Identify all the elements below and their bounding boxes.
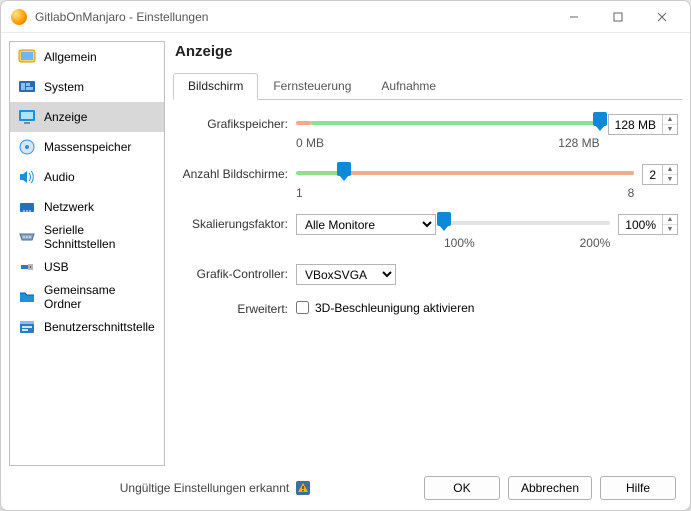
- ok-button[interactable]: OK: [424, 476, 500, 500]
- label-monitor-count: Anzahl Bildschirme:: [173, 164, 288, 181]
- spinner-icon[interactable]: ▲▼: [662, 165, 677, 184]
- sidebar-item-usb[interactable]: USB: [10, 252, 164, 282]
- serial-icon: [18, 228, 36, 246]
- close-button[interactable]: [640, 2, 684, 32]
- video-memory-spinbox[interactable]: 128 MB ▲▼: [608, 114, 678, 135]
- sidebar-item-label: Netzwerk: [44, 200, 94, 214]
- scale-factor-spinbox[interactable]: 100% ▲▼: [618, 214, 678, 235]
- spinner-icon[interactable]: ▲▼: [662, 115, 677, 134]
- scale-factor-value: 100%: [619, 215, 662, 234]
- system-icon: [18, 78, 36, 96]
- sidebar-item-label: Massenspeicher: [44, 140, 131, 154]
- network-icon: [18, 198, 36, 216]
- sidebar-item-label: Serielle Schnittstellen: [44, 223, 156, 251]
- sidebar-item-ui[interactable]: Benutzerschnittstelle: [10, 312, 164, 342]
- sidebar-item-label: System: [44, 80, 84, 94]
- monitor-select[interactable]: Alle Monitore: [296, 214, 436, 235]
- monitor-count-max-label: 8: [628, 186, 635, 200]
- ui-icon: [18, 318, 36, 336]
- display-icon: [18, 108, 36, 126]
- sidebar-item-label: Gemeinsame Ordner: [44, 283, 156, 311]
- audio-icon: [18, 168, 36, 186]
- row-video-memory: Grafikspeicher: 0 MB 128 MB: [173, 114, 678, 150]
- row-scale-factor: Skalierungsfaktor: Alle Monitore 100% 20…: [173, 214, 678, 250]
- label-video-memory: Grafikspeicher:: [173, 114, 288, 131]
- app-icon: [11, 9, 27, 25]
- minimize-button[interactable]: [552, 2, 596, 32]
- slider-scale-factor[interactable]: [444, 214, 610, 232]
- video-memory-min-label: 0 MB: [296, 136, 324, 150]
- tab-pane-screen: Grafikspeicher: 0 MB 128 MB: [173, 106, 682, 466]
- settings-window: GitlabOnManjaro - Einstellungen Allgemei…: [0, 0, 691, 511]
- row-monitor-count: Anzahl Bildschirme: 1 8: [173, 164, 678, 200]
- video-memory-max-label: 128 MB: [558, 136, 599, 150]
- tabs: BildschirmFernsteuerungAufnahme: [173, 72, 682, 100]
- tab-bildschirm[interactable]: Bildschirm: [173, 73, 258, 100]
- video-memory-value: 128 MB: [609, 115, 662, 134]
- window-title: GitlabOnManjaro - Einstellungen: [35, 10, 552, 24]
- sidebar-item-label: USB: [44, 260, 69, 274]
- page-heading: Anzeige: [173, 41, 682, 66]
- sidebar: Allgemein System Anzeige Massenspeicher Audi…: [9, 41, 165, 466]
- sidebar-item-label: Benutzerschnittstelle: [44, 320, 155, 334]
- spinner-icon[interactable]: ▲▼: [662, 215, 677, 234]
- sidebar-item-display[interactable]: Anzeige: [10, 102, 164, 132]
- sidebar-item-label: Allgemein: [44, 50, 97, 64]
- label-scale-factor: Skalierungsfaktor:: [173, 214, 288, 231]
- cancel-button[interactable]: Abbrechen: [508, 476, 592, 500]
- main-panel: Anzeige BildschirmFernsteuerungAufnahme …: [173, 41, 682, 466]
- sidebar-item-storage[interactable]: Massenspeicher: [10, 132, 164, 162]
- titlebar: GitlabOnManjaro - Einstellungen: [1, 1, 690, 33]
- sidebar-item-network[interactable]: Netzwerk: [10, 192, 164, 222]
- sidebar-item-label: Anzeige: [44, 110, 87, 124]
- warning-icon: [295, 480, 311, 496]
- storage-icon: [18, 138, 36, 156]
- help-button[interactable]: Hilfe: [600, 476, 676, 500]
- scale-factor-max-label: 200%: [580, 236, 611, 250]
- tab-aufnahme[interactable]: Aufnahme: [366, 73, 451, 100]
- row-extended: Erweitert: 3D-Beschleunigung aktivieren: [173, 299, 678, 316]
- sidebar-item-system[interactable]: System: [10, 72, 164, 102]
- monitor-count-value: 2: [643, 165, 662, 184]
- slider-video-memory[interactable]: [296, 114, 600, 132]
- checkbox-3d-acceleration[interactable]: [296, 301, 309, 314]
- sidebar-item-general[interactable]: Allgemein: [10, 42, 164, 72]
- sidebar-item-audio[interactable]: Audio: [10, 162, 164, 192]
- slider-monitor-count[interactable]: [296, 164, 634, 182]
- sidebar-item-label: Audio: [44, 170, 75, 184]
- general-icon: [18, 48, 36, 66]
- status-text: Ungültige Einstellungen erkannt: [120, 481, 289, 495]
- usb-icon: [18, 258, 36, 276]
- tab-fernsteuerung[interactable]: Fernsteuerung: [258, 73, 366, 100]
- scale-factor-min-label: 100%: [444, 236, 475, 250]
- graphics-controller-select[interactable]: VBoxSVGA: [296, 264, 396, 285]
- maximize-button[interactable]: [596, 2, 640, 32]
- label-graphics-controller: Grafik-Controller:: [173, 264, 288, 281]
- shared-icon: [18, 288, 36, 306]
- label-extended: Erweitert:: [173, 299, 288, 316]
- sidebar-item-shared[interactable]: Gemeinsame Ordner: [10, 282, 164, 312]
- checkbox-3d-label: 3D-Beschleunigung aktivieren: [315, 301, 474, 315]
- monitor-count-spinbox[interactable]: 2 ▲▼: [642, 164, 678, 185]
- status-bar: Ungültige Einstellungen erkannt: [15, 480, 416, 496]
- sidebar-item-serial[interactable]: Serielle Schnittstellen: [10, 222, 164, 252]
- row-graphics-controller: Grafik-Controller: VBoxSVGA: [173, 264, 678, 285]
- monitor-count-min-label: 1: [296, 186, 303, 200]
- footer: Ungültige Einstellungen erkannt OK Abbre…: [1, 466, 690, 510]
